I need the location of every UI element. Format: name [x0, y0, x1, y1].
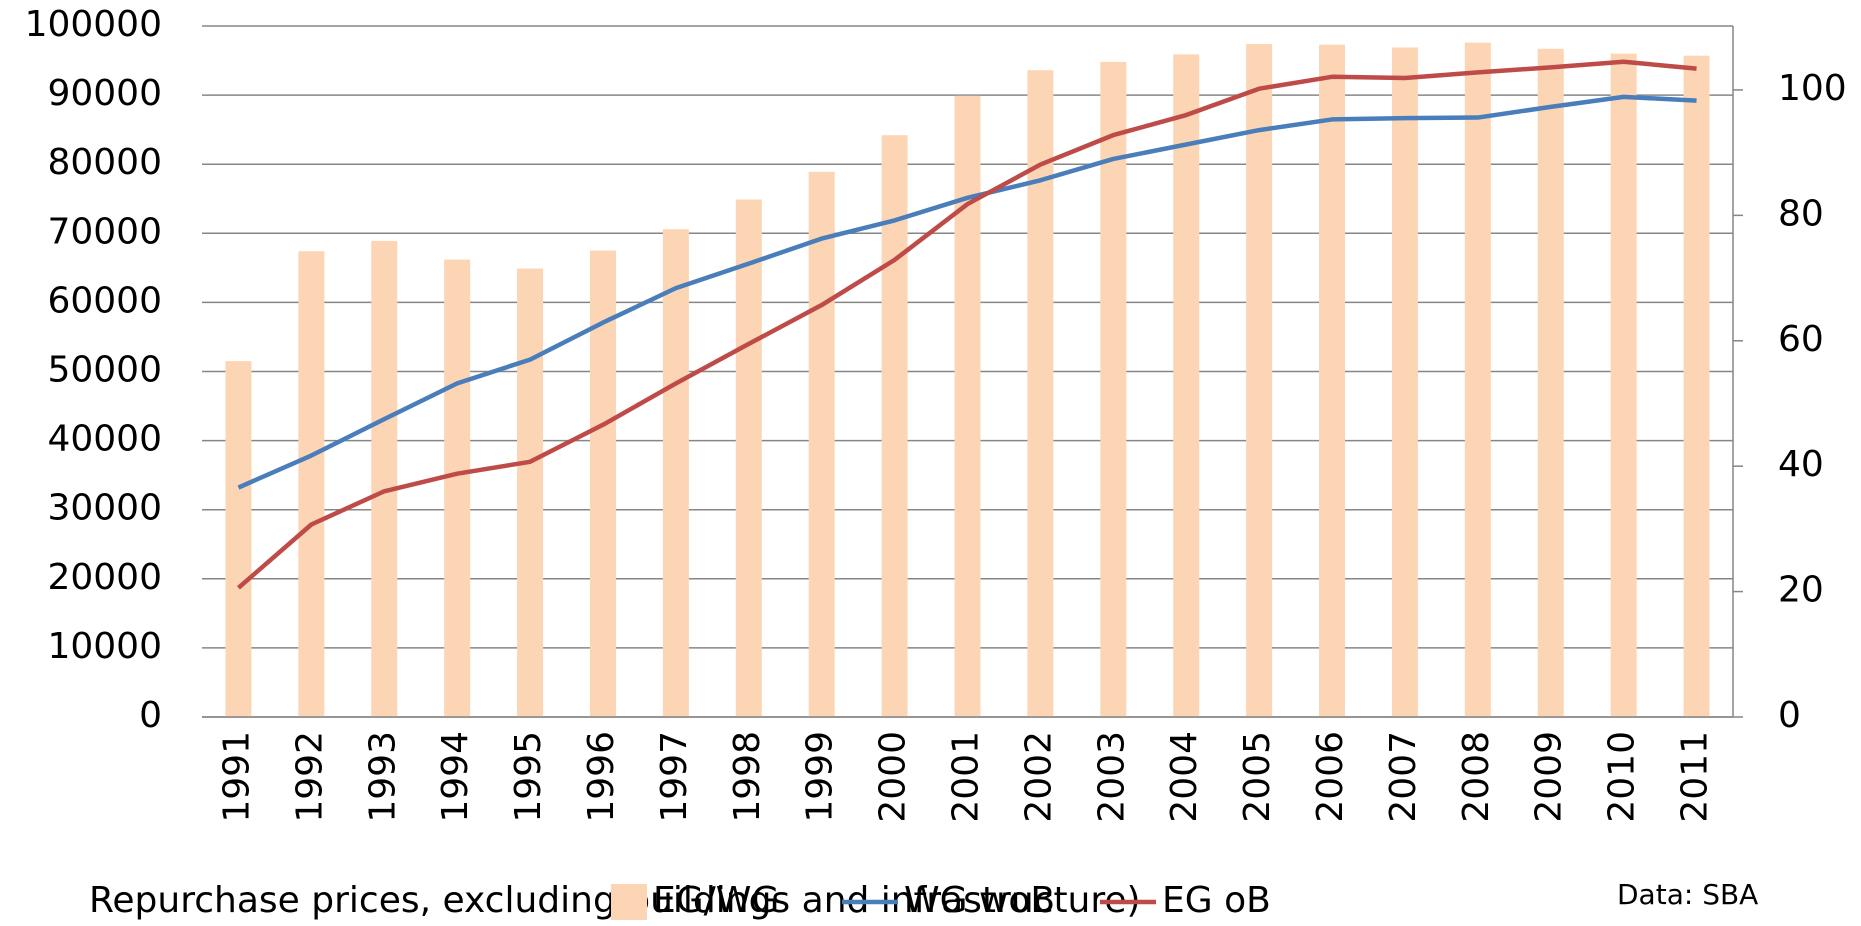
x-tick-label: 2011	[1675, 731, 1716, 823]
bar	[225, 361, 252, 717]
bar	[808, 171, 835, 717]
y-tick-label: 80000	[47, 142, 162, 183]
x-tick-label: 1997	[654, 731, 695, 823]
y2-tick-label: 100	[1778, 68, 1847, 109]
x-tick-label: 2005	[1237, 731, 1278, 823]
y-tick-label: 70000	[47, 211, 162, 252]
y-tick-label: 20000	[47, 557, 162, 598]
legend-swatch	[611, 884, 647, 920]
y-tick-label: 100000	[25, 4, 162, 45]
bar	[1173, 54, 1200, 718]
x-tick-label: 1996	[581, 731, 622, 823]
bar	[517, 268, 544, 717]
bar	[1464, 42, 1491, 718]
x-tick-label: 1995	[508, 731, 549, 823]
x-tick-label: 2003	[1091, 731, 1132, 823]
y2-tick-label: 60	[1778, 319, 1824, 360]
bar	[662, 229, 689, 718]
x-tick-label: 2006	[1310, 731, 1351, 823]
bar	[444, 259, 471, 717]
y-tick-label: 50000	[47, 350, 162, 391]
line	[237, 94, 1697, 490]
x-tick-label: 2001	[946, 731, 987, 823]
bar	[881, 135, 908, 718]
x-tick-label: 2009	[1529, 731, 1570, 823]
y-tick-label: 10000	[47, 626, 162, 667]
bar	[1100, 61, 1127, 717]
x-tick-label: 2000	[873, 731, 914, 823]
y2-tick-label: 20	[1778, 570, 1824, 611]
legend-label: EG/WG	[653, 880, 779, 921]
y-tick-label: 30000	[47, 488, 162, 529]
x-tick-label: 1992	[289, 731, 330, 823]
legend-label: EG oB	[1162, 880, 1271, 921]
bar	[735, 199, 762, 718]
y2-tick-label: 40	[1778, 444, 1824, 485]
x-tick-label: 1991	[216, 731, 257, 823]
y2-tick-label: 80	[1778, 193, 1824, 234]
x-tick-label: 2010	[1602, 731, 1643, 823]
x-tick-label: 1994	[435, 731, 476, 823]
bar	[298, 251, 325, 718]
x-tick-label: 1998	[727, 731, 768, 823]
bar	[954, 95, 981, 717]
x-tick-label: 2008	[1456, 731, 1497, 823]
legend-label: WG woB	[904, 880, 1055, 921]
bar	[1537, 48, 1564, 718]
bar	[371, 240, 398, 717]
y-tick-label: 0	[139, 695, 162, 736]
y-tick-label: 60000	[47, 280, 162, 321]
y-tick-label: 40000	[47, 419, 162, 460]
x-tick-label: 1993	[362, 731, 403, 823]
x-tick-label: 2002	[1018, 731, 1059, 823]
bar	[1319, 44, 1346, 718]
x-tick-label: 1999	[800, 731, 841, 823]
x-tick-label: 2004	[1164, 731, 1205, 823]
x-tick-label: 2007	[1383, 731, 1424, 823]
bar	[1683, 55, 1710, 717]
bar	[1610, 53, 1637, 717]
bar	[1246, 43, 1273, 717]
line	[236, 59, 1697, 590]
source: Data: SBA	[1617, 878, 1758, 911]
y-tick-label: 90000	[47, 73, 162, 114]
y2-tick-label: 0	[1778, 695, 1801, 736]
bar	[1391, 47, 1418, 717]
